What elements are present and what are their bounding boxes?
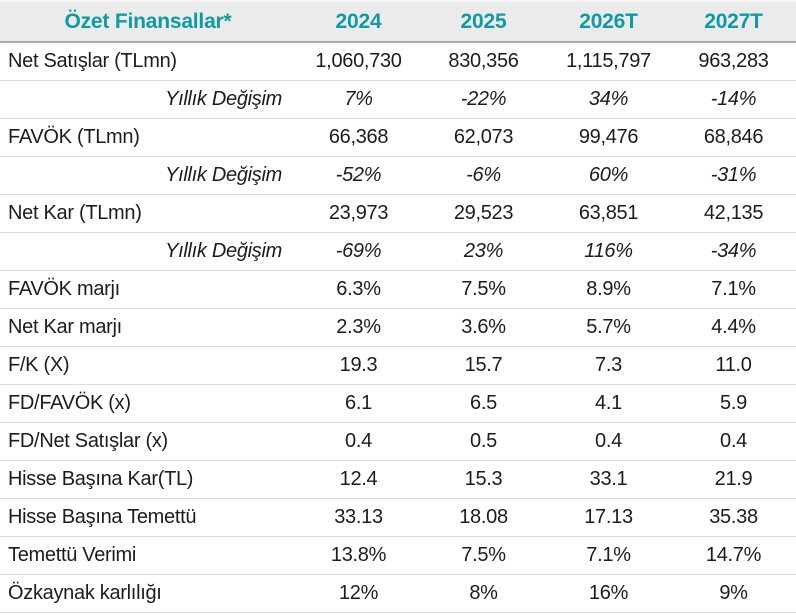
table-row: FD/Net Satışlar (x) 0.4 0.5 0.4 0.4 bbox=[0, 422, 796, 461]
table-row: Temettü Verimi 13.8% 7.5% 7.1% 14.7% bbox=[0, 536, 796, 575]
column-header-2025: 2025 bbox=[421, 0, 546, 43]
row-label: Net Kar marjı bbox=[0, 308, 296, 347]
cell-value: 116% bbox=[546, 232, 671, 271]
table-row: Net Satışlar (TLmn) 1,060,730 830,356 1,115… bbox=[0, 42, 796, 81]
cell-value: -52% bbox=[296, 156, 421, 195]
cell-value: 6.3% bbox=[296, 270, 421, 309]
table-row: Özkaynak karlılığı 12% 8% 16% 9% bbox=[0, 574, 796, 613]
cell-value: 6.1 bbox=[296, 384, 421, 423]
cell-value: 60% bbox=[546, 156, 671, 195]
cell-value: 12% bbox=[296, 574, 421, 613]
cell-value: 4.1 bbox=[546, 384, 671, 423]
cell-value: -6% bbox=[421, 156, 546, 195]
cell-value: 42,135 bbox=[671, 194, 796, 233]
cell-value: -34% bbox=[671, 232, 796, 271]
cell-value: 9% bbox=[671, 574, 796, 613]
cell-value: 19.3 bbox=[296, 346, 421, 385]
cell-value: 23% bbox=[421, 232, 546, 271]
cell-value: 6.5 bbox=[421, 384, 546, 423]
table-row: Hisse Başına Temettü 33.13 18.08 17.13 35.38 bbox=[0, 498, 796, 537]
row-label: FAVÖK (TLmn) bbox=[0, 118, 296, 157]
cell-value: 29,523 bbox=[421, 194, 546, 233]
cell-value: 7.1% bbox=[671, 270, 796, 309]
cell-value: 15.7 bbox=[421, 346, 546, 385]
cell-value: 34% bbox=[546, 80, 671, 119]
header-row: Özet Finansallar* 2024 2025 2026T 2027T bbox=[0, 0, 796, 43]
cell-value: -14% bbox=[671, 80, 796, 119]
cell-value: 2.3% bbox=[296, 308, 421, 347]
cell-value: 0.4 bbox=[671, 422, 796, 461]
table-header: Özet Finansallar* 2024 2025 2026T 2027T bbox=[0, 0, 796, 43]
cell-value: -31% bbox=[671, 156, 796, 195]
cell-value: -69% bbox=[296, 232, 421, 271]
cell-value: 1,060,730 bbox=[296, 42, 421, 81]
row-label: FD/FAVÖK (x) bbox=[0, 384, 296, 423]
cell-value: 66,368 bbox=[296, 118, 421, 157]
cell-value: 68,846 bbox=[671, 118, 796, 157]
row-label: Net Satışlar (TLmn) bbox=[0, 42, 296, 81]
table-row: Yıllık Değişim 7% -22% 34% -14% bbox=[0, 80, 796, 119]
column-header-2027t: 2027T bbox=[671, 0, 796, 43]
table-row: Net Kar marjı 2.3% 3.6% 5.7% 4.4% bbox=[0, 308, 796, 347]
table-row: Hisse Başına Kar(TL) 12.4 15.3 33.1 21.9 bbox=[0, 460, 796, 499]
row-label: Yıllık Değişim bbox=[0, 156, 296, 195]
cell-value: 21.9 bbox=[671, 460, 796, 499]
row-label: Yıllık Değişim bbox=[0, 232, 296, 271]
row-label: Hisse Başına Temettü bbox=[0, 498, 296, 537]
row-label: F/K (X) bbox=[0, 346, 296, 385]
cell-value: 830,356 bbox=[421, 42, 546, 81]
cell-value: 7.5% bbox=[421, 270, 546, 309]
cell-value: 15.3 bbox=[421, 460, 546, 499]
cell-value: 7.5% bbox=[421, 536, 546, 575]
cell-value: 12.4 bbox=[296, 460, 421, 499]
row-label: FAVÖK marjı bbox=[0, 270, 296, 309]
cell-value: 7.1% bbox=[546, 536, 671, 575]
cell-value: 33.13 bbox=[296, 498, 421, 537]
column-header-2024: 2024 bbox=[296, 0, 421, 43]
cell-value: 5.7% bbox=[546, 308, 671, 347]
table-row: Yıllık Değişim -69% 23% 116% -34% bbox=[0, 232, 796, 271]
cell-value: -22% bbox=[421, 80, 546, 119]
cell-value: 7% bbox=[296, 80, 421, 119]
table-title: Özet Finansallar* bbox=[0, 0, 296, 43]
cell-value: 63,851 bbox=[546, 194, 671, 233]
cell-value: 0.4 bbox=[546, 422, 671, 461]
table-row: FD/FAVÖK (x) 6.1 6.5 4.1 5.9 bbox=[0, 384, 796, 423]
cell-value: 35.38 bbox=[671, 498, 796, 537]
row-label: Hisse Başına Kar(TL) bbox=[0, 460, 296, 499]
cell-value: 0.5 bbox=[421, 422, 546, 461]
cell-value: 5.9 bbox=[671, 384, 796, 423]
cell-value: 99,476 bbox=[546, 118, 671, 157]
cell-value: 0.4 bbox=[296, 422, 421, 461]
cell-value: 3.6% bbox=[421, 308, 546, 347]
cell-value: 7.3 bbox=[546, 346, 671, 385]
table-body: Net Satışlar (TLmn) 1,060,730 830,356 1,115… bbox=[0, 42, 796, 613]
cell-value: 1,115,797 bbox=[546, 42, 671, 81]
table-row: FAVÖK marjı 6.3% 7.5% 8.9% 7.1% bbox=[0, 270, 796, 309]
cell-value: 4.4% bbox=[671, 308, 796, 347]
cell-value: 17.13 bbox=[546, 498, 671, 537]
row-label: FD/Net Satışlar (x) bbox=[0, 422, 296, 461]
column-header-2026t: 2026T bbox=[546, 0, 671, 43]
cell-value: 963,283 bbox=[671, 42, 796, 81]
cell-value: 33.1 bbox=[546, 460, 671, 499]
row-label: Yıllık Değişim bbox=[0, 80, 296, 119]
row-label: Net Kar (TLmn) bbox=[0, 194, 296, 233]
row-label: Temettü Verimi bbox=[0, 536, 296, 575]
cell-value: 8% bbox=[421, 574, 546, 613]
row-label: Özkaynak karlılığı bbox=[0, 574, 296, 613]
table-row: F/K (X) 19.3 15.7 7.3 11.0 bbox=[0, 346, 796, 385]
cell-value: 13.8% bbox=[296, 536, 421, 575]
cell-value: 11.0 bbox=[671, 346, 796, 385]
cell-value: 62,073 bbox=[421, 118, 546, 157]
cell-value: 16% bbox=[546, 574, 671, 613]
cell-value: 14.7% bbox=[671, 536, 796, 575]
cell-value: 8.9% bbox=[546, 270, 671, 309]
cell-value: 23,973 bbox=[296, 194, 421, 233]
table-row: Net Kar (TLmn) 23,973 29,523 63,851 42,135 bbox=[0, 194, 796, 233]
table-row: Yıllık Değişim -52% -6% 60% -31% bbox=[0, 156, 796, 195]
cell-value: 18.08 bbox=[421, 498, 546, 537]
table-row: FAVÖK (TLmn) 66,368 62,073 99,476 68,846 bbox=[0, 118, 796, 157]
